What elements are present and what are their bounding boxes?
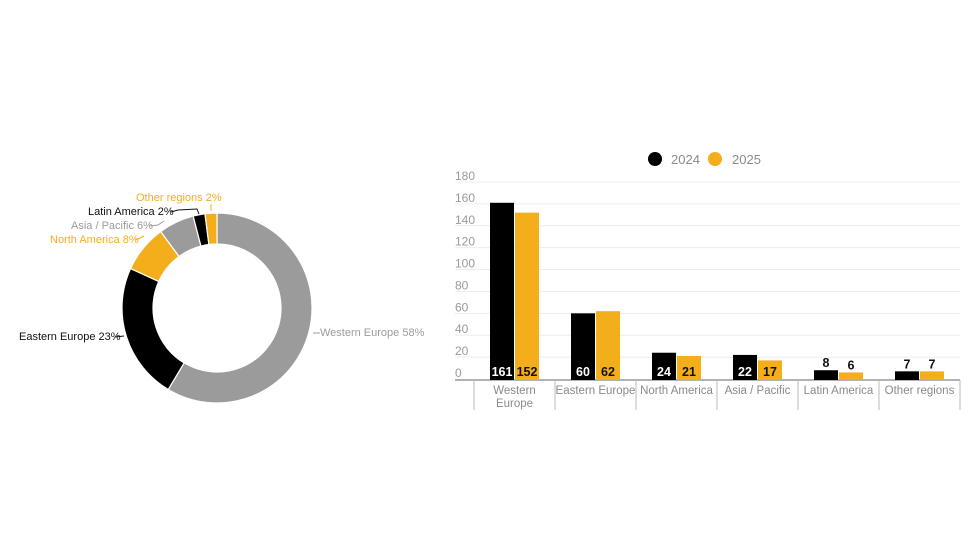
category-label-eastern-europe: Eastern Europe — [556, 385, 636, 397]
bar-2024-asia-pacific — [733, 354, 757, 380]
legend: 2024 2025 — [648, 152, 761, 167]
bar-chart: 2024 2025 0 20 40 60 80 100 120 140 160 180 161 15… — [455, 152, 961, 410]
legend-label-2025: 2025 — [732, 152, 761, 167]
bar-2025-western-europe — [515, 212, 539, 380]
category-label-other-regions: Other regions — [885, 385, 955, 397]
leader-line — [170, 208, 200, 215]
leader-line — [114, 335, 125, 338]
category-label-western-europe: Western — [493, 385, 536, 397]
category-label-latin-america: Latin America — [804, 385, 874, 397]
data-label-2024-eastern-europe: 60 — [576, 365, 590, 379]
data-label-2025-eastern-europe: 62 — [601, 365, 615, 379]
y-tick-label: 100 — [455, 257, 475, 271]
leader-line — [149, 220, 165, 227]
donut-slice-western-europe — [167, 212, 313, 404]
donut-label-western-europe: Western Europe 58% — [320, 327, 425, 339]
category-label-western-europe: Europe — [496, 398, 533, 410]
data-label-2024-north-america: 24 — [657, 365, 671, 379]
donut-label-other-regions: Other regions 2% — [136, 192, 222, 204]
y-tick-label: 180 — [455, 169, 475, 183]
category-label-asia-pacific: Asia / Pacific — [725, 385, 791, 397]
legend-label-2024: 2024 — [671, 152, 700, 167]
y-tick-label: 60 — [455, 300, 469, 314]
bar-2024-eastern-europe — [571, 313, 595, 380]
y-tick-label: 80 — [455, 278, 469, 292]
data-label-2024-asia-pacific: 22 — [738, 365, 752, 379]
bar-2025-other-regions — [920, 371, 944, 380]
bar-2025-north-america — [677, 356, 701, 380]
data-label-2025-north-america: 21 — [682, 365, 696, 379]
y-tick-label: 0 — [455, 366, 462, 380]
donut-labels: Western Europe 58% Eastern Europe 23% No… — [19, 192, 425, 343]
data-label-2025-latin-america: 6 — [848, 358, 855, 372]
bar-2024-latin-america — [814, 370, 838, 380]
bar-2025-eastern-europe — [596, 311, 620, 380]
donut-slice-eastern-europe — [121, 267, 185, 391]
data-label-2024-other-regions: 7 — [904, 357, 911, 371]
data-label-2025-asia-pacific: 17 — [763, 365, 777, 379]
y-tick-label: 120 — [455, 235, 475, 249]
bar-2024-other-regions — [895, 371, 919, 380]
data-label-2024-western-europe: 161 — [492, 365, 513, 379]
leader-line — [135, 235, 145, 241]
donut-chart — [121, 212, 313, 404]
bar-2024-western-europe — [490, 202, 514, 380]
donut-label-eastern-europe: Eastern Europe 23% — [19, 331, 121, 343]
bar-2025-asia-pacific — [758, 360, 782, 380]
legend-swatch-2025 — [708, 152, 722, 166]
category-label-north-america: North America — [640, 385, 713, 397]
donut-slice-other-regions — [204, 212, 218, 246]
y-tick-label: 40 — [455, 322, 469, 336]
donut-label-north-america: North America 8% — [50, 234, 139, 246]
y-tick-label: 140 — [455, 213, 475, 227]
data-label-2024-latin-america: 8 — [823, 356, 830, 370]
donut-label-asia-pacific: Asia / Pacific 6% — [71, 220, 153, 232]
legend-swatch-2024 — [648, 152, 662, 166]
y-tick-label: 160 — [455, 191, 475, 205]
data-label-2025-western-europe: 152 — [517, 365, 538, 379]
y-tick-label: 20 — [455, 344, 469, 358]
data-label-2025-other-regions: 7 — [929, 357, 936, 371]
bar-2024-north-america — [652, 352, 676, 380]
donut-label-latin-america: Latin America 2% — [88, 206, 174, 218]
bar-2025-latin-america — [839, 372, 863, 380]
